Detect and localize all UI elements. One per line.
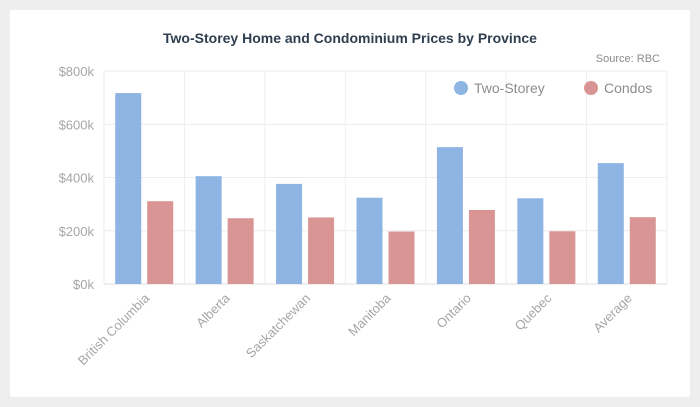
bar-two-storey[interactable] (517, 198, 544, 284)
x-tick-label: Average (590, 291, 635, 336)
y-tick-label: $400k (59, 171, 95, 186)
legend-item[interactable]: Condos (584, 80, 652, 96)
legend-marker (454, 81, 468, 95)
y-tick-label: $200k (59, 224, 95, 239)
bar-two-storey[interactable] (276, 183, 303, 284)
legend-item[interactable]: Two-Storey (454, 80, 545, 96)
x-tick-label: British Columbia (75, 290, 153, 368)
y-tick-label: $600k (59, 117, 95, 132)
y-tick-label: $0k (73, 277, 94, 292)
bar-two-storey[interactable] (115, 93, 142, 284)
x-tick-label: Manitoba (345, 290, 394, 339)
bar-two-storey[interactable] (436, 147, 463, 284)
chart-source: Source: RBC (596, 53, 660, 65)
bar-two-storey[interactable] (597, 163, 624, 284)
bar-condos[interactable] (629, 217, 656, 284)
legend-label: Condos (604, 80, 652, 96)
bar-condos[interactable] (147, 201, 174, 284)
bars (115, 93, 656, 284)
x-tick-label: Alberta (193, 290, 233, 330)
legend-marker (584, 81, 598, 95)
bar-condos[interactable] (468, 209, 495, 284)
bar-two-storey[interactable] (195, 176, 222, 284)
y-axis-labels: $0k $200k $400k $600k $800k (59, 64, 95, 292)
bar-condos[interactable] (308, 217, 335, 284)
bar-two-storey[interactable] (356, 197, 383, 284)
x-tick-label: Saskatchewan (243, 291, 313, 361)
x-axis-labels: British Columbia Alberta Saskatchewan Manit… (75, 290, 635, 368)
x-tick-label: Quebec (512, 290, 555, 333)
x-tick-label: Ontario (433, 291, 474, 332)
bar-chart: Two-Storey Home and Condominium Prices b… (59, 30, 668, 368)
legend-label: Two-Storey (474, 80, 545, 96)
legend[interactable]: Two-Storey Condos (454, 80, 652, 96)
chart-card: Two-Storey Home and Condominium Prices b… (10, 10, 690, 397)
chart-title: Two-Storey Home and Condominium Prices b… (163, 30, 537, 46)
y-tick-label: $800k (59, 64, 95, 79)
grid-lines (103, 70, 668, 285)
bar-condos[interactable] (549, 231, 576, 284)
bar-condos[interactable] (388, 231, 415, 284)
bar-condos[interactable] (227, 218, 254, 284)
